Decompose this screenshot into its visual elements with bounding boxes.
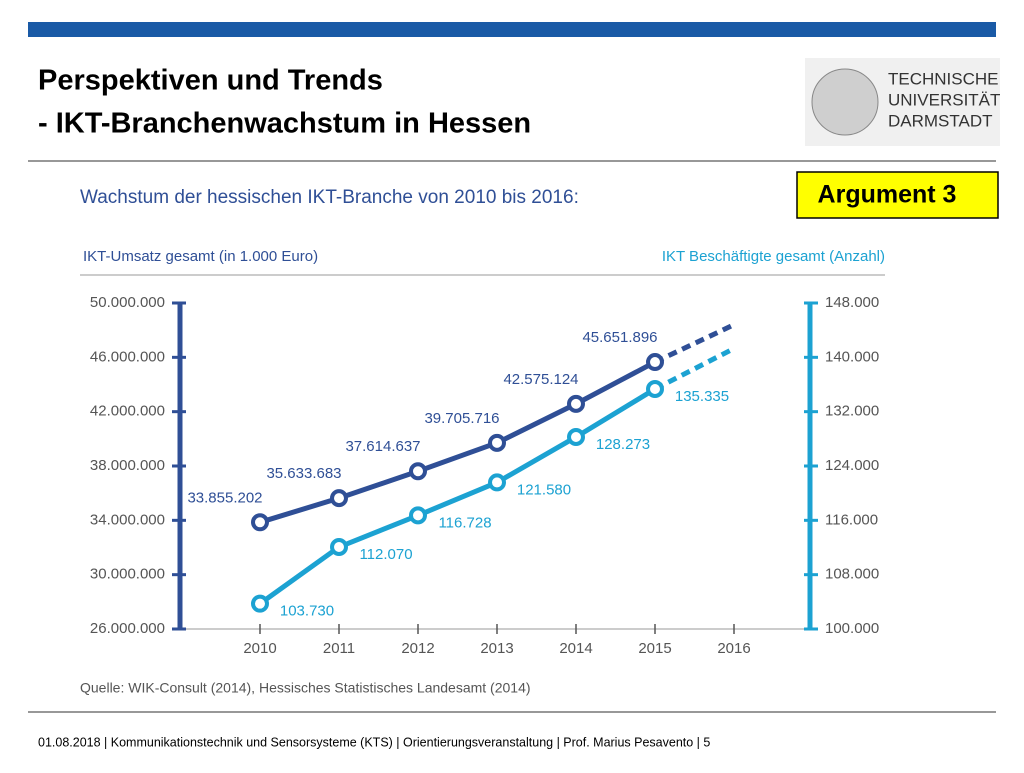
y-tick-label: 42.000.000 [90, 403, 165, 420]
header-bar [28, 22, 996, 37]
series-line [259, 359, 657, 525]
y2-tick-label: 108.000 [825, 566, 879, 583]
slide-title: - IKT-Branchenwachstum in Hessen [38, 108, 531, 140]
value-label: 45.651.896 [582, 329, 657, 346]
value-label: 116.728 [438, 514, 491, 531]
y-tick-label: 38.000.000 [90, 457, 165, 474]
y-tick-label: 30.000.000 [90, 566, 165, 583]
data-point [646, 380, 664, 399]
logo-text: TECHNISCHE [888, 69, 999, 88]
data-point [409, 462, 427, 481]
data-point [251, 513, 269, 532]
data-point [409, 506, 427, 525]
y-tick-label: 50.000.000 [90, 294, 165, 311]
series-line [258, 386, 657, 606]
x-tick-label: 2011 [323, 640, 355, 657]
logo-text: DARMSTADT [888, 111, 993, 130]
value-label: 42.575.124 [503, 371, 578, 388]
badge-text: Argument 3 [818, 181, 957, 209]
badge [796, 171, 999, 219]
x-tick-label: 2015 [638, 640, 671, 657]
x-tick-label: 2013 [480, 640, 513, 657]
data-point [567, 394, 585, 413]
y2-tick-label: 124.000 [825, 457, 879, 474]
y2-tick-label: 116.000 [825, 511, 878, 528]
logo-emblem [811, 68, 879, 136]
data-point [646, 353, 664, 372]
series-trend [653, 346, 736, 392]
y-tick-label: 34.000.000 [90, 511, 165, 528]
footer: 01.08.2018 | Kommunikationstechnik und S… [38, 735, 710, 749]
data-point [488, 433, 506, 452]
x-tick-label: 2012 [401, 640, 434, 657]
value-label: 37.614.637 [345, 438, 420, 455]
series-trend [653, 322, 736, 365]
value-label: 135.335 [675, 388, 729, 405]
value-label: 39.705.716 [424, 410, 499, 427]
value-label: 103.730 [280, 603, 334, 620]
data-point [330, 489, 348, 508]
value-label: 128.273 [596, 436, 650, 453]
value-label: 121.580 [517, 481, 571, 498]
value-label: 112.070 [359, 546, 412, 563]
data-point [567, 427, 585, 446]
y-tick-label: 46.000.000 [90, 348, 165, 365]
y2-tick-label: 132.000 [825, 403, 879, 420]
data-point [251, 594, 269, 613]
x-tick-label: 2014 [559, 640, 592, 657]
y2-tick-label: 100.000 [825, 620, 879, 637]
y2-tick-label: 140.000 [825, 348, 879, 365]
x-tick-label: 2016 [717, 640, 750, 657]
value-label: 33.855.202 [187, 489, 262, 506]
y-axis-label: IKT-Umsatz gesamt (in 1.000 Euro) [83, 248, 318, 265]
data-point [330, 538, 348, 557]
chart-title: Wachstum der hessischen IKT-Branche von … [80, 187, 579, 208]
y2-tick-label: 148.000 [825, 294, 879, 311]
data-point [488, 473, 506, 492]
source: Quelle: WIK-Consult (2014), Hessisches S… [80, 680, 531, 696]
slide-title: Perspektiven und Trends [38, 65, 383, 97]
logo-text: UNIVERSITÄT [888, 90, 1000, 109]
x-tick-label: 2010 [243, 640, 276, 657]
y2-axis-label: IKT Beschäftigte gesamt (Anzahl) [662, 248, 885, 265]
plot: 26.000.000 30.000.000 34.000.000 38.000.000… [90, 294, 879, 657]
value-label: 35.633.683 [266, 465, 341, 482]
y-tick-label: 26.000.000 [90, 620, 165, 637]
